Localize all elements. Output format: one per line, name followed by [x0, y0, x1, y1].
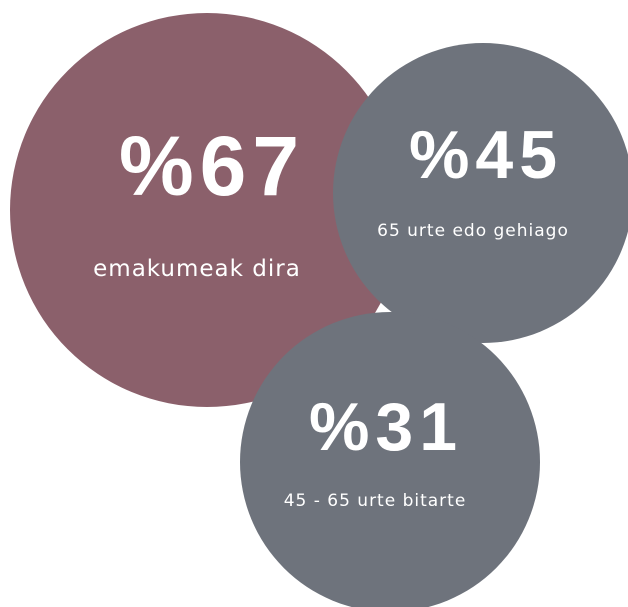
- stat-value: %67: [119, 119, 305, 213]
- circle-65-plus: [333, 43, 628, 343]
- circle-45-65: [240, 312, 540, 607]
- stat-label: emakumeak dira: [93, 256, 301, 282]
- circle-women: [10, 13, 404, 407]
- stat-value: %31: [309, 389, 463, 465]
- stat-value: %45: [409, 117, 563, 193]
- stat-label: 45 - 65 urte bitarte: [284, 491, 467, 511]
- stat-label: 65 urte edo gehiago: [377, 221, 569, 241]
